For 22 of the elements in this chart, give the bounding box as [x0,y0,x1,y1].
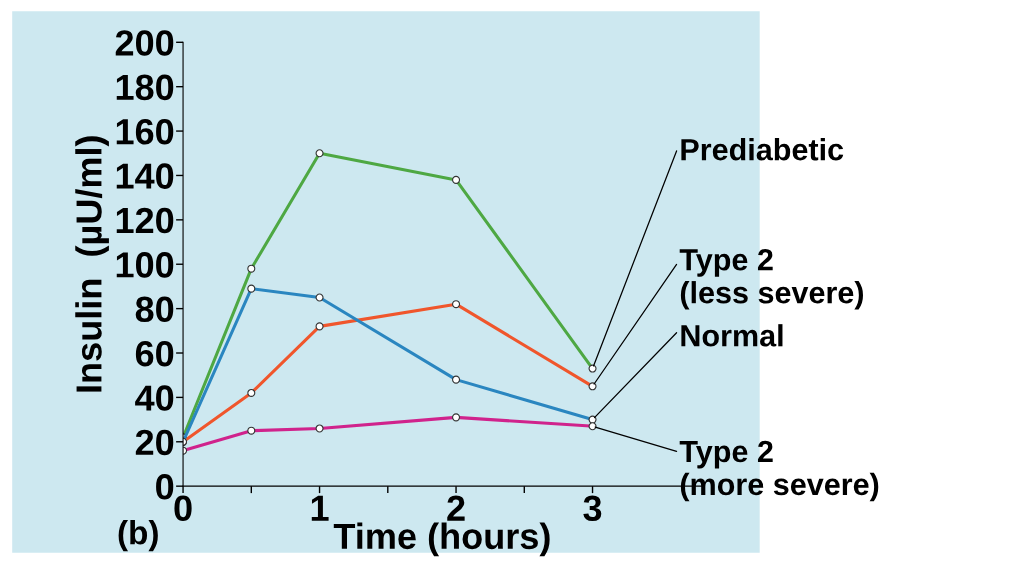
y-tick-label: 20 [135,429,174,456]
y-tick-label: 200 [115,30,174,56]
text: Type 2 (more severe) [679,440,879,502]
y-tick-label: 80 [135,296,174,323]
y-tick-label: 0 [156,474,174,500]
y-tick-label: 40 [135,385,174,411]
y-axis-title: Insulin (µU/ml) [75,136,109,392]
x-tick-label: 2 [447,495,465,521]
x-tick-label: 3 [583,495,602,522]
text: Normal [681,324,783,347]
y-tick-label: 160 [116,118,174,145]
text: Prediabetic [681,138,844,161]
y-tick-label: 100 [116,252,174,278]
text: (b) [118,520,158,552]
y-tick-label: 120 [116,207,174,234]
y-tick-label: 180 [116,74,174,101]
text: Type 2 (less severe) [679,248,864,310]
x-axis-title: Time (hours) [333,522,550,557]
x-tick-label: 1 [311,495,329,521]
y-tick-label: 60 [135,340,174,367]
y-tick-label: 140 [116,163,174,189]
x-tick-label: 0 [174,495,192,522]
